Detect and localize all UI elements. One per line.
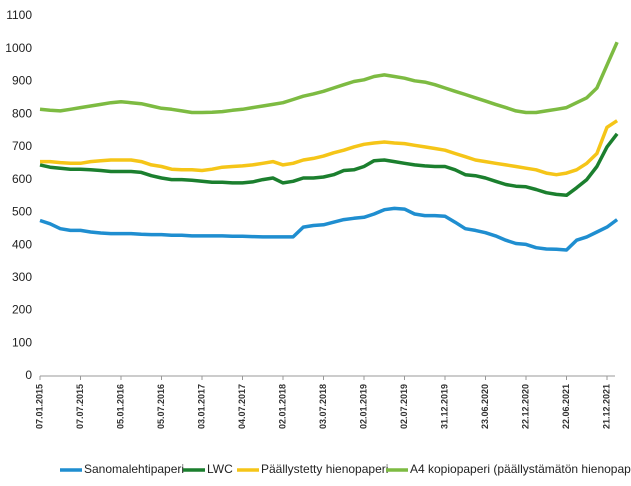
y-tick-label: 100 <box>12 335 32 349</box>
y-tick-label: 400 <box>12 237 32 251</box>
x-tick-label: 02.07.2019 <box>399 384 409 429</box>
x-tick-label: 31.12.2019 <box>439 384 449 429</box>
y-tick-label: 1100 <box>6 8 32 22</box>
x-tick-label: 02.01.2019 <box>358 384 368 429</box>
legend-label: A4 kopiopaperi (päällystämätön hienopape… <box>410 462 631 476</box>
line-series <box>39 41 619 115</box>
x-tick-label: 22.06.2021 <box>561 384 571 429</box>
y-tick-label: 300 <box>12 270 32 284</box>
x-tick-label: 22.12.2020 <box>520 384 530 429</box>
y-tick-label: 200 <box>12 303 32 317</box>
legend-label: LWC <box>207 462 233 476</box>
y-tick-label: 0 <box>25 368 32 382</box>
line-series <box>39 206 619 252</box>
x-tick-label: 07.01.2015 <box>34 384 44 429</box>
x-tick-label: 05.07.2016 <box>156 384 166 429</box>
line-series <box>39 132 619 198</box>
x-tick-label: 23.06.2020 <box>480 384 490 429</box>
y-tick-label: 600 <box>12 172 32 186</box>
x-tick-label: 04.07.2017 <box>237 384 247 429</box>
x-tick-label: 03.01.2017 <box>196 384 206 429</box>
y-tick-label: 700 <box>12 139 32 153</box>
y-tick-label: 1000 <box>5 41 32 55</box>
x-tick-label: 02.01.2018 <box>277 384 287 429</box>
x-tick-label: 03.07.2018 <box>318 384 328 429</box>
y-tick-label: 800 <box>12 106 32 120</box>
legend-label: Päällystetty hienopaperi <box>261 462 388 476</box>
y-tick-label: 500 <box>12 205 32 219</box>
line-series <box>40 119 619 177</box>
x-tick-label: 07.07.2015 <box>75 384 85 429</box>
x-tick-label: 21.12.2021 <box>601 384 611 429</box>
x-tick-label: 05.01.2016 <box>115 384 125 429</box>
y-tick-label: 900 <box>12 74 32 88</box>
legend-label: Sanomalehtipaperi <box>84 462 184 476</box>
